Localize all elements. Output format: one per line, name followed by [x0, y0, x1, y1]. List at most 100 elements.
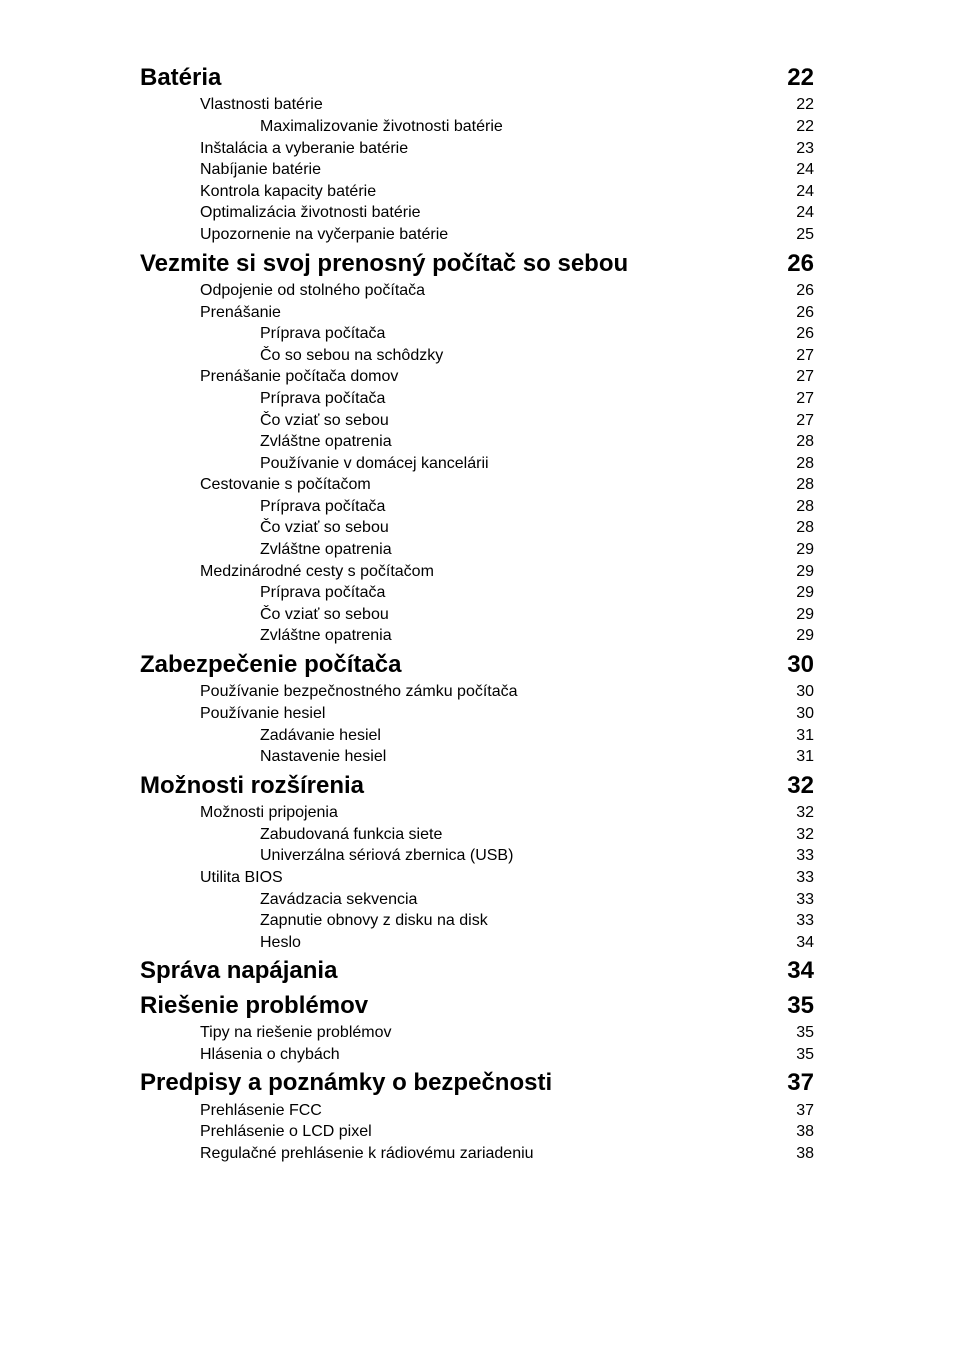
toc-row: Hlásenia o chybách35 — [140, 1044, 814, 1066]
toc-label: Používanie v domácej kancelárii — [140, 453, 784, 475]
toc-label: Prenášanie počítača domov — [140, 366, 784, 388]
toc-page-number: 37 — [787, 1067, 814, 1099]
toc-page-number: 29 — [784, 582, 814, 604]
toc-row: Zvláštne opatrenia28 — [140, 431, 814, 453]
toc-label: Čo vziať so sebou — [140, 410, 784, 432]
toc-row: Príprava počítača28 — [140, 496, 814, 518]
toc-page-number: 38 — [784, 1121, 814, 1143]
toc-page-number: 24 — [784, 202, 814, 224]
toc-row: Používanie hesiel30 — [140, 703, 814, 725]
toc-container: Batéria22Vlastnosti batérie22Maximalizov… — [140, 60, 814, 1164]
toc-row: Zvláštne opatrenia29 — [140, 625, 814, 647]
toc-row: Tipy na riešenie problémov35 — [140, 1022, 814, 1044]
toc-page-number: 26 — [784, 323, 814, 345]
toc-page-number: 30 — [784, 703, 814, 725]
toc-label: Zabezpečenie počítača — [140, 649, 787, 681]
toc-label: Zvláštne opatrenia — [140, 625, 784, 647]
toc-row: Predpisy a poznámky o bezpečnosti37 — [140, 1065, 814, 1099]
toc-label: Čo vziať so sebou — [140, 604, 784, 626]
toc-row: Používanie bezpečnostného zámku počítača… — [140, 681, 814, 703]
toc-page-number: 24 — [784, 159, 814, 181]
toc-label: Inštalácia a vyberanie batérie — [140, 138, 784, 160]
toc-page-number: 29 — [784, 604, 814, 626]
toc-row: Kontrola kapacity batérie24 — [140, 181, 814, 203]
toc-page-number: 37 — [784, 1100, 814, 1122]
toc-page-number: 32 — [784, 824, 814, 846]
toc-page-number: 23 — [784, 138, 814, 160]
toc-page-number: 34 — [787, 955, 814, 987]
toc-row: Zapnutie obnovy z disku na disk33 — [140, 910, 814, 932]
toc-label: Univerzálna sériová zbernica (USB) — [140, 845, 784, 867]
toc-label: Vlastnosti batérie — [140, 94, 784, 116]
toc-row: Vezmite si svoj prenosný počítač so sebo… — [140, 246, 814, 280]
toc-label: Čo vziať so sebou — [140, 517, 784, 539]
toc-page-number: 30 — [784, 681, 814, 703]
toc-page-number: 32 — [784, 802, 814, 824]
toc-row: Prehlásenie o LCD pixel38 — [140, 1121, 814, 1143]
toc-label: Príprava počítača — [140, 582, 784, 604]
toc-row: Čo vziať so sebou27 — [140, 410, 814, 432]
toc-row: Utilita BIOS33 — [140, 867, 814, 889]
toc-row: Používanie v domácej kancelárii28 — [140, 453, 814, 475]
toc-label: Zavádzacia sekvencia — [140, 889, 784, 911]
toc-label: Prenášanie — [140, 302, 784, 324]
toc-row: Medzinárodné cesty s počítačom29 — [140, 561, 814, 583]
toc-label: Odpojenie od stolného počítača — [140, 280, 784, 302]
toc-page-number: 22 — [784, 116, 814, 138]
toc-page-number: 35 — [784, 1044, 814, 1066]
toc-page-number: 22 — [787, 62, 814, 94]
toc-page-number: 33 — [784, 867, 814, 889]
toc-row: Riešenie problémov35 — [140, 988, 814, 1022]
toc-page-number: 32 — [787, 770, 814, 802]
toc-page-number: 31 — [784, 725, 814, 747]
toc-row: Cestovanie s počítačom28 — [140, 474, 814, 496]
toc-row: Optimalizácia životnosti batérie24 — [140, 202, 814, 224]
toc-row: Možnosti rozšírenia32 — [140, 768, 814, 802]
toc-row: Nastavenie hesiel31 — [140, 746, 814, 768]
toc-label: Tipy na riešenie problémov — [140, 1022, 784, 1044]
toc-row: Zadávanie hesiel31 — [140, 725, 814, 747]
toc-row: Nabíjanie batérie24 — [140, 159, 814, 181]
toc-label: Maximalizovanie životnosti batérie — [140, 116, 784, 138]
toc-page-number: 29 — [784, 561, 814, 583]
toc-page-number: 22 — [784, 94, 814, 116]
toc-page-number: 29 — [784, 539, 814, 561]
toc-label: Medzinárodné cesty s počítačom — [140, 561, 784, 583]
toc-label: Riešenie problémov — [140, 990, 787, 1022]
toc-label: Zvláštne opatrenia — [140, 431, 784, 453]
toc-label: Nabíjanie batérie — [140, 159, 784, 181]
toc-page-number: 28 — [784, 474, 814, 496]
toc-row: Príprava počítača26 — [140, 323, 814, 345]
toc-label: Optimalizácia životnosti batérie — [140, 202, 784, 224]
toc-label: Nastavenie hesiel — [140, 746, 784, 768]
toc-label: Možnosti pripojenia — [140, 802, 784, 824]
toc-page-number: 33 — [784, 889, 814, 911]
toc-label: Zvláštne opatrenia — [140, 539, 784, 561]
toc-page-number: 28 — [784, 517, 814, 539]
toc-page-number: 35 — [784, 1022, 814, 1044]
toc-page-number: 29 — [784, 625, 814, 647]
toc-label: Cestovanie s počítačom — [140, 474, 784, 496]
toc-label: Používanie hesiel — [140, 703, 784, 725]
toc-label: Utilita BIOS — [140, 867, 784, 889]
toc-label: Zapnutie obnovy z disku na disk — [140, 910, 784, 932]
toc-label: Regulačné prehlásenie k rádiovému zariad… — [140, 1143, 784, 1165]
toc-row: Odpojenie od stolného počítača26 — [140, 280, 814, 302]
toc-page-number: 28 — [784, 453, 814, 475]
toc-page: Batéria22Vlastnosti batérie22Maximalizov… — [0, 0, 954, 1369]
toc-page-number: 30 — [787, 649, 814, 681]
toc-row: Prenášanie26 — [140, 302, 814, 324]
toc-row: Maximalizovanie životnosti batérie22 — [140, 116, 814, 138]
toc-label: Kontrola kapacity batérie — [140, 181, 784, 203]
toc-label: Prehlásenie FCC — [140, 1100, 784, 1122]
toc-row: Príprava počítača29 — [140, 582, 814, 604]
toc-row: Prenášanie počítača domov27 — [140, 366, 814, 388]
toc-page-number: 33 — [784, 910, 814, 932]
toc-label: Čo so sebou na schôdzky — [140, 345, 784, 367]
toc-row: Čo so sebou na schôdzky27 — [140, 345, 814, 367]
toc-page-number: 24 — [784, 181, 814, 203]
toc-row: Správa napájania34 — [140, 953, 814, 987]
toc-row: Regulačné prehlásenie k rádiovému zariad… — [140, 1143, 814, 1165]
toc-row: Možnosti pripojenia32 — [140, 802, 814, 824]
toc-row: Zavádzacia sekvencia33 — [140, 889, 814, 911]
